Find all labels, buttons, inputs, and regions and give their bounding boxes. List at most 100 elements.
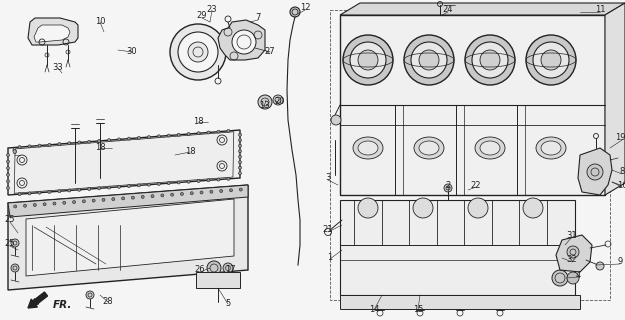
Circle shape — [596, 262, 604, 270]
Ellipse shape — [358, 141, 378, 155]
Text: 19: 19 — [615, 133, 625, 142]
Text: 15: 15 — [412, 306, 423, 315]
Circle shape — [227, 177, 230, 180]
Circle shape — [141, 196, 144, 198]
Circle shape — [170, 24, 226, 80]
Circle shape — [207, 179, 210, 182]
Text: 23: 23 — [207, 5, 217, 14]
Circle shape — [239, 139, 241, 142]
Circle shape — [468, 198, 488, 218]
Text: 11: 11 — [595, 5, 605, 14]
Circle shape — [197, 180, 200, 182]
Circle shape — [552, 270, 568, 286]
Ellipse shape — [480, 141, 500, 155]
Circle shape — [239, 172, 241, 175]
Circle shape — [188, 42, 208, 62]
Circle shape — [232, 30, 256, 54]
Circle shape — [53, 202, 56, 205]
Circle shape — [533, 42, 569, 78]
Circle shape — [331, 115, 341, 125]
Circle shape — [86, 291, 94, 299]
Circle shape — [229, 189, 232, 192]
Polygon shape — [28, 18, 78, 45]
Circle shape — [197, 132, 200, 135]
Circle shape — [6, 160, 9, 163]
Circle shape — [28, 192, 31, 195]
Polygon shape — [218, 20, 265, 60]
Text: FR.: FR. — [52, 300, 72, 310]
Text: 28: 28 — [102, 298, 113, 307]
Circle shape — [78, 141, 81, 144]
Polygon shape — [8, 185, 248, 217]
Bar — [330, 10, 610, 300]
Text: 2: 2 — [446, 180, 451, 189]
Text: 18: 18 — [95, 143, 105, 153]
FancyArrow shape — [28, 292, 48, 308]
Circle shape — [444, 184, 452, 192]
Text: 7: 7 — [256, 13, 261, 22]
Text: 18: 18 — [192, 117, 203, 126]
Polygon shape — [8, 130, 240, 195]
Circle shape — [168, 182, 170, 185]
Circle shape — [239, 161, 241, 164]
Circle shape — [567, 246, 579, 258]
Text: 21: 21 — [322, 226, 333, 235]
Ellipse shape — [419, 141, 439, 155]
Circle shape — [18, 146, 21, 148]
Text: 20: 20 — [275, 98, 285, 107]
Bar — [340, 295, 580, 309]
Circle shape — [419, 50, 439, 70]
Circle shape — [118, 185, 121, 188]
Circle shape — [68, 142, 71, 145]
Circle shape — [223, 263, 233, 273]
Circle shape — [33, 204, 36, 206]
Circle shape — [190, 192, 193, 195]
Circle shape — [207, 131, 210, 134]
Circle shape — [411, 42, 447, 78]
Circle shape — [112, 198, 115, 201]
Text: 10: 10 — [95, 18, 105, 27]
Circle shape — [6, 173, 9, 176]
Circle shape — [58, 190, 61, 193]
Polygon shape — [8, 185, 248, 290]
Text: 14: 14 — [369, 306, 379, 315]
Polygon shape — [340, 3, 625, 15]
Circle shape — [480, 50, 500, 70]
Circle shape — [239, 133, 241, 136]
Text: 27: 27 — [265, 47, 275, 57]
Ellipse shape — [541, 141, 561, 155]
Circle shape — [358, 198, 378, 218]
Circle shape — [118, 138, 121, 141]
Circle shape — [62, 201, 66, 204]
Circle shape — [239, 155, 241, 158]
Text: 4: 4 — [576, 270, 581, 279]
Circle shape — [148, 183, 151, 186]
Circle shape — [177, 133, 180, 136]
Circle shape — [82, 200, 86, 203]
Circle shape — [6, 167, 9, 170]
Text: 13: 13 — [259, 100, 269, 109]
Bar — [340, 200, 575, 295]
Polygon shape — [26, 199, 234, 276]
Circle shape — [178, 32, 218, 72]
Text: 29: 29 — [197, 11, 208, 20]
Circle shape — [72, 201, 76, 204]
Circle shape — [78, 188, 81, 191]
Circle shape — [88, 188, 91, 190]
Text: 25: 25 — [5, 215, 15, 225]
Text: 25: 25 — [5, 239, 15, 249]
Circle shape — [210, 190, 213, 193]
Circle shape — [526, 35, 576, 85]
Ellipse shape — [353, 137, 383, 159]
Circle shape — [567, 272, 579, 284]
Text: 16: 16 — [617, 180, 625, 189]
Circle shape — [148, 136, 151, 139]
Circle shape — [127, 185, 131, 188]
Circle shape — [177, 181, 180, 184]
Circle shape — [227, 129, 230, 132]
Circle shape — [158, 182, 160, 186]
Circle shape — [171, 193, 174, 196]
Circle shape — [207, 261, 221, 275]
Text: 5: 5 — [226, 300, 231, 308]
Circle shape — [11, 264, 19, 272]
